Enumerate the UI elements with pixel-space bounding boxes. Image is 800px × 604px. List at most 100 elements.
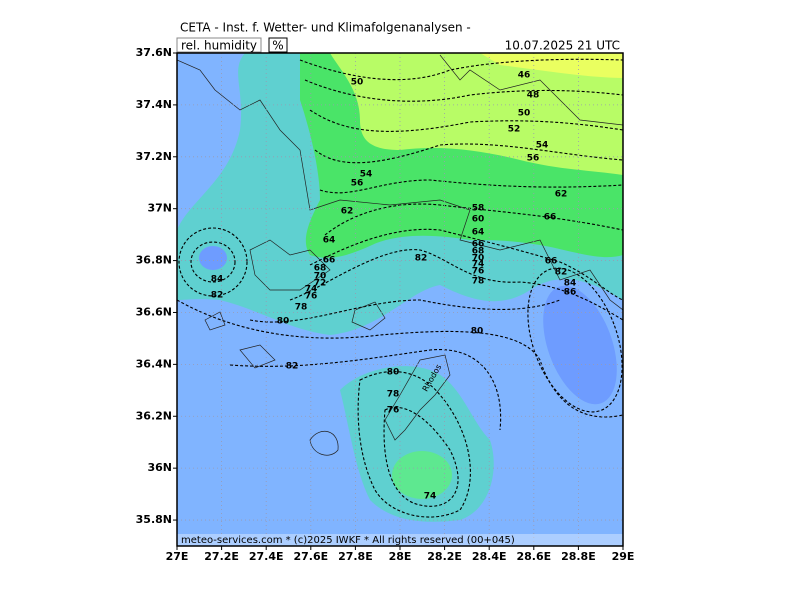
header-title: CETA - Inst. f. Wetter- und Klimafolgena…	[180, 21, 471, 35]
unit-box	[268, 37, 288, 53]
field-darkblue-west	[199, 246, 227, 270]
contour-label: 64	[472, 228, 485, 238]
contour-label: 68	[472, 247, 485, 257]
lon-tick-label: 28.2E	[427, 550, 462, 563]
lon-tick-label: 28.6E	[516, 550, 551, 563]
lat-tick-label: 36.6N	[136, 305, 172, 318]
contour-line	[383, 406, 459, 507]
valid-time: 10.07.2025 21 UTC	[505, 39, 620, 53]
coastline	[177, 59, 623, 311]
contour-label: 76	[387, 406, 400, 416]
lat-tick-label: 36N	[147, 461, 172, 474]
lat-tick-label: 36.8N	[136, 254, 172, 267]
lon-tick-label: 28E	[389, 550, 412, 563]
contour-line	[178, 227, 248, 297]
contour-line	[319, 179, 623, 194]
coastline	[351, 301, 386, 331]
contour-label: 50	[518, 109, 531, 119]
lon-tick-label: 29E	[612, 550, 635, 563]
contour-label: 76	[305, 292, 318, 302]
lon-tick-label: 27.8E	[338, 550, 373, 563]
contour-label: 84	[564, 279, 577, 289]
contour-line	[309, 109, 623, 132]
contour-label: 74	[424, 492, 437, 502]
field-yellowgreen	[330, 53, 623, 175]
contour-label: 54	[360, 170, 373, 180]
contour-label: 58	[472, 204, 485, 214]
contour-label: 86	[564, 288, 577, 298]
field-teal-south	[340, 366, 494, 522]
contour-line	[304, 79, 623, 102]
contour-label: 74	[305, 285, 318, 295]
lon-tick-label: 28.4E	[472, 550, 507, 563]
contour-label: 62	[341, 207, 354, 217]
contour-line	[324, 203, 623, 236]
lat-tick-label: 35.8N	[136, 513, 172, 526]
contour-label: 72	[314, 279, 327, 289]
variable-label: rel. humidity	[181, 39, 257, 53]
coastline	[239, 344, 276, 369]
contour-line	[299, 58, 623, 81]
coastline	[249, 239, 331, 291]
lat-tick-label: 36.2N	[136, 409, 172, 422]
contour-label: 78	[387, 390, 400, 400]
contour-label: 66	[545, 257, 558, 267]
field-green-south	[392, 451, 452, 499]
contour-line	[289, 249, 623, 321]
coastline	[384, 354, 451, 441]
lat-tick-label: 37.4N	[136, 98, 172, 111]
lon-tick-label: 27.4E	[249, 550, 284, 563]
contour-label: 70	[314, 272, 327, 282]
contour-label: 56	[351, 179, 364, 189]
contour-label: 66	[472, 240, 485, 250]
contour-label: 64	[323, 236, 336, 246]
contour-label: 80	[277, 317, 290, 327]
contour-label: 68	[314, 264, 327, 274]
contour-label: 60	[472, 215, 485, 225]
contour-label: 78	[472, 277, 485, 287]
lon-tick-label: 27.6E	[293, 550, 328, 563]
contour-label: 62	[555, 190, 568, 200]
contour-label: 82	[211, 291, 224, 301]
contour-line	[229, 349, 502, 431]
contour-label: 76	[472, 267, 485, 277]
contour-label: 82	[555, 268, 568, 278]
lat-tick-label: 37.2N	[136, 150, 172, 163]
field-darkblue-east	[543, 285, 617, 405]
coastline	[204, 311, 226, 331]
lon-tick-label: 27.2E	[204, 550, 239, 563]
axis-ticks: 35.8N 36N 36.2N 36.4N 36.6N 36.8N 37N 37.2N 37.4…	[136, 46, 635, 563]
unit-label: %	[272, 39, 283, 53]
coastline	[309, 430, 339, 456]
contour-line	[309, 228, 623, 301]
lon-tick-label: 27E	[166, 550, 189, 563]
lon-tick-label: 28.8E	[561, 550, 596, 563]
contour-label: 82	[286, 362, 299, 372]
contour-line	[314, 143, 623, 164]
contour-label: 50	[351, 78, 364, 88]
footer: meteo-services.com * (c)2025 IWKF * All …	[181, 535, 515, 546]
contour-label: 54	[536, 141, 549, 151]
contour-line	[527, 267, 623, 413]
contour-label: 46	[518, 71, 531, 81]
coastline	[439, 54, 623, 126]
footer-band	[177, 534, 623, 546]
contour-label: 74	[472, 260, 485, 270]
contour-label: 52	[508, 125, 521, 135]
contour-label: 84	[211, 275, 224, 285]
lat-tick-label: 37.6N	[136, 46, 172, 59]
contour-label: 70	[472, 254, 485, 264]
contour-label: 80	[471, 327, 484, 337]
lat-tick-label: 37N	[147, 202, 172, 215]
contour-label: 48	[527, 91, 540, 101]
contour-label: 80	[387, 368, 400, 378]
lat-tick-label: 36.4N	[136, 357, 172, 370]
contour-line	[357, 371, 471, 518]
contour-label: 82	[415, 254, 428, 264]
contour-label: 78	[295, 303, 308, 313]
contour-line	[190, 241, 236, 283]
contour-label: 66	[544, 213, 557, 223]
